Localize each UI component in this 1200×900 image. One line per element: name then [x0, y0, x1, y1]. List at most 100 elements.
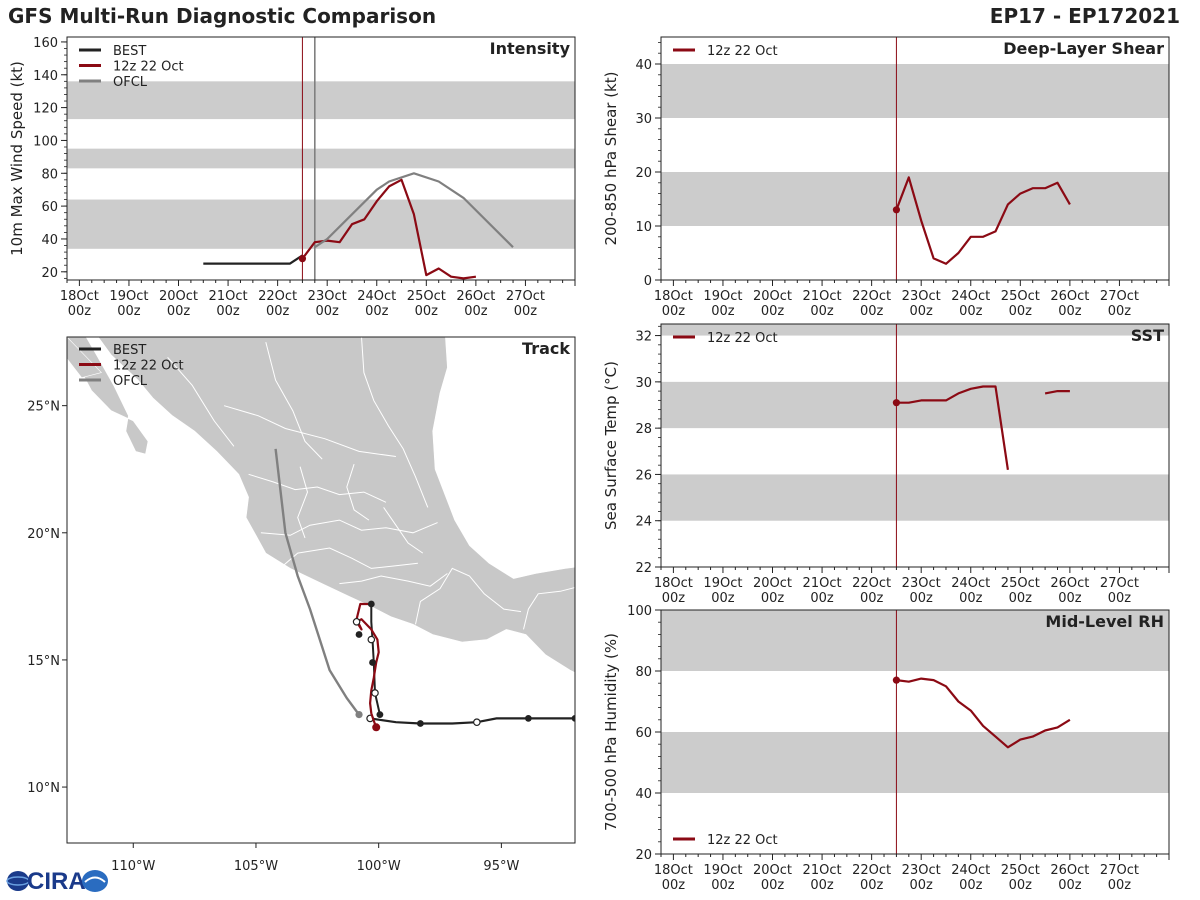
land-polygon: [97, 337, 575, 673]
map-frame: [66, 336, 576, 844]
legend-label: OFCL: [113, 374, 148, 389]
series-line-model: [301, 178, 477, 280]
panel-track: 110°W 105°W 100°W 95°W 10°N 15°N 20°N 25°N Track…: [27, 336, 576, 874]
panel-title: Track: [522, 339, 570, 358]
x-tick-label: 100°W: [357, 859, 401, 874]
panel-shear: 18Oct00z19Oct00z20Oct00z21Oct00z22Oct00z…: [602, 36, 1170, 319]
map-area: [67, 337, 575, 843]
best-track-point: [571, 715, 575, 722]
y-axis-label: 10m Max Wind Speed (kt): [8, 61, 26, 256]
y-tick-label: 32: [635, 330, 652, 345]
y-tick-label: 100: [627, 604, 652, 619]
y-tick-label: 25°N: [27, 400, 60, 415]
legend-item-model: 12z 22 Oct: [673, 833, 778, 848]
x-tick-label: 23Oct: [902, 289, 941, 304]
x-tick-sublabel: 00z: [662, 878, 686, 893]
x-tick-sublabel: 00z: [1108, 878, 1132, 893]
x-tick-label: 20Oct: [753, 863, 792, 878]
model-start-point: [298, 255, 307, 263]
legend-label: OFCL: [113, 75, 148, 90]
x-tick-label: 27Oct: [506, 289, 545, 304]
best-track-open-point: [367, 635, 376, 644]
legend-item-model: 12z 22 Oct: [673, 331, 778, 346]
state-border: [383, 507, 424, 554]
ofcl-track-line: [274, 448, 360, 716]
y-tick-label: 28: [635, 422, 652, 437]
x-tick-label: 23Oct: [902, 863, 941, 878]
x-tick-sublabel: 00z: [167, 304, 191, 319]
series-line-model: [1044, 390, 1070, 395]
y-axis-label: Sea Surface Temp (°C): [602, 361, 620, 530]
x-tick-sublabel: 00z: [1058, 878, 1082, 893]
x-tick-sublabel: 00z: [216, 304, 240, 319]
legend-label: 12z 22 Oct: [707, 331, 778, 346]
panel-sst: 18Oct00z19Oct00z20Oct00z21Oct00z22Oct00z…: [602, 323, 1170, 606]
x-tick-sublabel: 00z: [711, 591, 735, 606]
x-tick-label: 21Oct: [803, 576, 842, 591]
x-tick-sublabel: 00z: [514, 304, 538, 319]
legend-item-best: BEST: [79, 44, 146, 59]
legend-label: 12z 22 Oct: [707, 833, 778, 848]
x-tick-label: 18Oct: [654, 576, 693, 591]
x-tick-sublabel: 00z: [860, 591, 884, 606]
x-tick-label: 95°W: [483, 859, 519, 874]
x-tick-sublabel: 00z: [761, 304, 785, 319]
x-tick-label: 23Oct: [308, 289, 347, 304]
x-tick-sublabel: 00z: [316, 304, 340, 319]
x-tick-sublabel: 00z: [959, 878, 983, 893]
x-tick-label: 110°W: [111, 859, 155, 874]
y-tick-label: 20: [635, 848, 652, 863]
model-start-point: [892, 206, 901, 214]
x-tick-label: 27Oct: [1100, 576, 1139, 591]
shade-band: [67, 81, 575, 120]
x-tick-label: 19Oct: [703, 289, 742, 304]
plot-area: [661, 324, 1169, 567]
y-tick-label: 15°N: [27, 654, 60, 669]
state-border: [248, 473, 387, 503]
y-tick-label: 20: [41, 266, 58, 281]
y-tick-label: 80: [41, 167, 58, 182]
x-tick-sublabel: 00z: [711, 878, 735, 893]
x-tick-sublabel: 00z: [761, 591, 785, 606]
y-tick-label: 40: [635, 787, 652, 802]
state-border: [260, 519, 438, 536]
plot-area: [661, 610, 1169, 854]
legend-label: BEST: [113, 44, 146, 59]
y-tick-label: 60: [41, 200, 58, 215]
state-border: [339, 573, 448, 587]
x-tick-label: 21Oct: [209, 289, 248, 304]
x-tick-sublabel: 00z: [266, 304, 290, 319]
y-tick-label: 0: [644, 274, 652, 289]
plot-area: [67, 37, 575, 280]
y-tick-label: 80: [635, 665, 652, 680]
x-tick-label: 27Oct: [1100, 863, 1139, 878]
x-tick-label: 18Oct: [654, 863, 693, 878]
x-tick-label: 24Oct: [951, 576, 990, 591]
x-tick-label: 20Oct: [753, 289, 792, 304]
x-tick-sublabel: 00z: [1009, 878, 1033, 893]
x-tick-label: 26Oct: [456, 289, 495, 304]
plot-area: [661, 37, 1169, 280]
shade-band: [67, 148, 575, 169]
x-tick-label: 18Oct: [654, 289, 693, 304]
legend-label: 12z 22 Oct: [113, 60, 184, 75]
x-tick-sublabel: 00z: [1058, 304, 1082, 319]
x-tick-sublabel: 00z: [68, 304, 92, 319]
x-tick-sublabel: 00z: [711, 304, 735, 319]
state-border: [297, 466, 309, 539]
x-tick-label: 24Oct: [951, 289, 990, 304]
y-tick-label: 120: [33, 102, 58, 117]
model-start-point: [892, 399, 901, 407]
best-track-open-point: [352, 617, 361, 626]
shade-band: [661, 64, 1169, 118]
x-tick-label: 26Oct: [1050, 289, 1089, 304]
best-track-open-point: [371, 689, 379, 697]
x-tick-label: 22Oct: [852, 863, 891, 878]
x-tick-sublabel: 00z: [810, 304, 834, 319]
y-tick-label: 30: [635, 112, 652, 127]
panel-rh: 18Oct00z19Oct00z20Oct00z21Oct00z22Oct00z…: [602, 604, 1170, 893]
shade-band: [661, 732, 1169, 793]
x-tick-sublabel: 00z: [810, 591, 834, 606]
model-start-point: [892, 676, 901, 684]
